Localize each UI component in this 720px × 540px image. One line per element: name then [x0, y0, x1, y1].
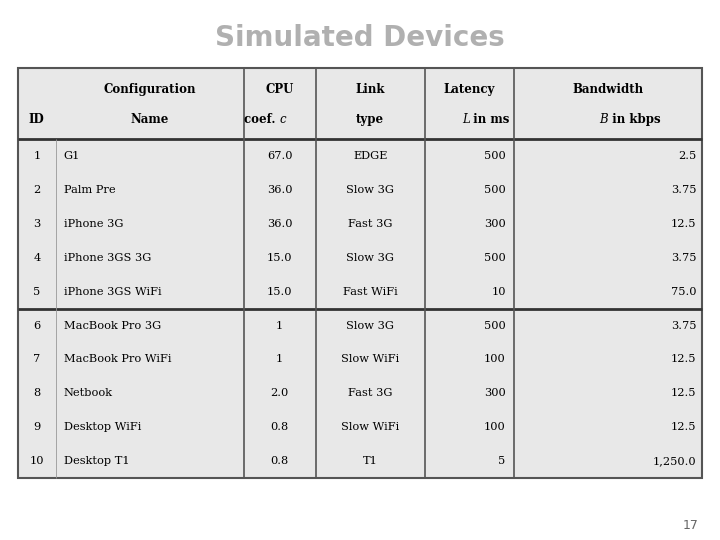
Text: 7: 7 — [33, 354, 40, 364]
Text: 10: 10 — [491, 287, 505, 296]
Text: 36.0: 36.0 — [267, 185, 292, 195]
Text: in ms: in ms — [469, 113, 510, 126]
Text: Slow 3G: Slow 3G — [346, 321, 395, 330]
Text: Palm Pre: Palm Pre — [64, 185, 115, 195]
Text: L: L — [462, 113, 469, 126]
Text: 2.5: 2.5 — [678, 151, 696, 161]
Text: 300: 300 — [484, 219, 505, 229]
Text: Name: Name — [130, 113, 169, 126]
Text: 3.75: 3.75 — [671, 253, 696, 263]
Text: Latency: Latency — [444, 83, 495, 96]
Text: 12.5: 12.5 — [671, 388, 696, 399]
Text: iPhone 3GS 3G: iPhone 3GS 3G — [64, 253, 151, 263]
Text: 12.5: 12.5 — [671, 219, 696, 229]
Text: MacBook Pro 3G: MacBook Pro 3G — [64, 321, 161, 330]
Text: Bandwidth: Bandwidth — [572, 83, 644, 96]
Text: 75.0: 75.0 — [671, 287, 696, 296]
Text: EDGE: EDGE — [353, 151, 387, 161]
Text: Slow 3G: Slow 3G — [346, 185, 395, 195]
Text: 36.0: 36.0 — [267, 219, 292, 229]
Text: T1: T1 — [363, 456, 378, 466]
Text: 500: 500 — [484, 321, 505, 330]
Text: 12.5: 12.5 — [671, 422, 696, 432]
Text: Link: Link — [356, 83, 385, 96]
Text: c: c — [279, 113, 287, 126]
Text: 500: 500 — [484, 185, 505, 195]
Text: iPhone 3G: iPhone 3G — [64, 219, 123, 229]
Text: ID: ID — [29, 113, 45, 126]
Text: Slow WiFi: Slow WiFi — [341, 354, 400, 364]
Text: Simulated Devices: Simulated Devices — [215, 24, 505, 52]
Text: Slow WiFi: Slow WiFi — [341, 422, 400, 432]
Text: 1: 1 — [276, 321, 283, 330]
Text: 100: 100 — [484, 354, 505, 364]
Text: 8: 8 — [33, 388, 40, 399]
Text: 3.75: 3.75 — [671, 185, 696, 195]
Text: 1: 1 — [33, 151, 40, 161]
Text: iPhone 3GS WiFi: iPhone 3GS WiFi — [64, 287, 161, 296]
Text: 3.75: 3.75 — [671, 321, 696, 330]
Text: 100: 100 — [484, 422, 505, 432]
Text: Desktop WiFi: Desktop WiFi — [64, 422, 141, 432]
Text: 5: 5 — [498, 456, 505, 466]
Text: 67.0: 67.0 — [267, 151, 292, 161]
Text: G1: G1 — [64, 151, 80, 161]
Text: 300: 300 — [484, 388, 505, 399]
Text: 2.0: 2.0 — [271, 388, 289, 399]
Text: type: type — [356, 113, 384, 126]
Text: B: B — [599, 113, 608, 126]
Text: in kbps: in kbps — [608, 113, 660, 126]
Text: 1,250.0: 1,250.0 — [653, 456, 696, 466]
Text: 10: 10 — [30, 456, 44, 466]
Text: 12.5: 12.5 — [671, 354, 696, 364]
Text: 17: 17 — [683, 519, 698, 532]
Text: 15.0: 15.0 — [267, 253, 292, 263]
Text: CPU: CPU — [266, 83, 294, 96]
Text: 4: 4 — [33, 253, 40, 263]
Text: MacBook Pro WiFi: MacBook Pro WiFi — [64, 354, 171, 364]
Text: 0.8: 0.8 — [271, 456, 289, 466]
Text: 5: 5 — [33, 287, 40, 296]
Text: 2: 2 — [33, 185, 40, 195]
Text: 500: 500 — [484, 253, 505, 263]
Text: 500: 500 — [484, 151, 505, 161]
Text: Netbook: Netbook — [64, 388, 113, 399]
Text: 1: 1 — [276, 354, 283, 364]
Text: 9: 9 — [33, 422, 40, 432]
Text: 0.8: 0.8 — [271, 422, 289, 432]
Text: Slow 3G: Slow 3G — [346, 253, 395, 263]
Text: 6: 6 — [33, 321, 40, 330]
Text: Fast 3G: Fast 3G — [348, 219, 392, 229]
Text: 15.0: 15.0 — [267, 287, 292, 296]
Text: Fast WiFi: Fast WiFi — [343, 287, 397, 296]
Text: 3: 3 — [33, 219, 40, 229]
Text: Desktop T1: Desktop T1 — [64, 456, 130, 466]
Text: Fast 3G: Fast 3G — [348, 388, 392, 399]
Text: coef.: coef. — [244, 113, 279, 126]
Text: Configuration: Configuration — [104, 83, 196, 96]
